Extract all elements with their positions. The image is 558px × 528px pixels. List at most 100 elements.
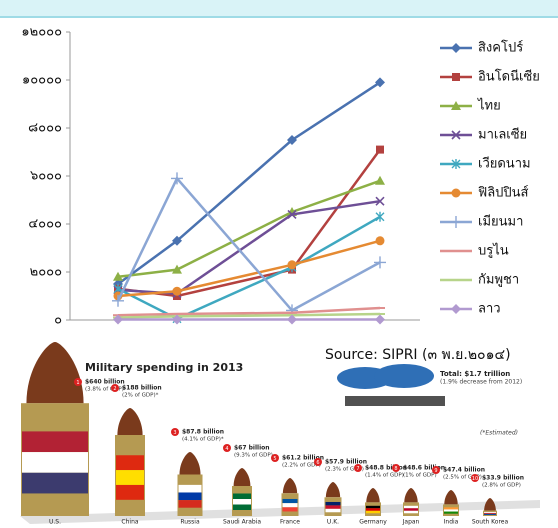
- legend-marker: [451, 101, 461, 110]
- series-line: [117, 179, 381, 279]
- flag: [366, 508, 380, 511]
- y-tick-label: ๒๐๐๐: [30, 265, 62, 280]
- rank: 8: [394, 466, 397, 472]
- marker: [113, 314, 123, 325]
- bullet-tip: [179, 452, 201, 475]
- rank: 5: [273, 456, 276, 462]
- info-note: (*Estimated): [480, 430, 518, 437]
- series: [113, 236, 385, 301]
- legend-marker: [451, 159, 461, 169]
- flag: [484, 513, 496, 515]
- flag: [282, 498, 298, 504]
- country: Russia: [180, 519, 200, 526]
- flag: [233, 504, 251, 510]
- marker: [375, 211, 385, 222]
- bullet-tip: [325, 482, 341, 498]
- bullet: U.K. 6 $57.9 billion(2.3% of GDP): [314, 458, 367, 526]
- flag: [366, 505, 380, 509]
- bullet: Russia 3 $87.8 billion(4.1% of GDP)*: [171, 428, 224, 526]
- legend-marker: [452, 73, 460, 81]
- legend-label: เวียดนาม: [478, 156, 531, 172]
- rank-badge: [74, 378, 82, 386]
- info-total: Total: $1.7 trillion: [440, 370, 510, 378]
- bullet-tip: [366, 488, 380, 503]
- bullet-tip: [282, 478, 298, 494]
- flag: [444, 511, 458, 514]
- country: France: [280, 519, 300, 526]
- country: India: [444, 519, 459, 526]
- gdp: (2.5% of GDP): [443, 475, 482, 481]
- rank: 1: [76, 380, 79, 386]
- marker: [173, 292, 181, 300]
- legend-marker: [451, 188, 461, 198]
- bullet: India 9 $47.4 billion(2.5% of GDP): [432, 466, 485, 526]
- legend-marker: [451, 304, 461, 314]
- rank-badge: [111, 384, 119, 392]
- amount: $61.2 billion: [282, 455, 324, 462]
- flag: [116, 455, 144, 471]
- y-tick-label: ๑๐๐๐๐: [22, 73, 62, 88]
- marker: [375, 196, 385, 206]
- rank: 2: [113, 386, 116, 392]
- amount: $48.8 billion: [365, 465, 407, 472]
- legend-label: สิงคโปร์: [478, 40, 523, 56]
- country: U.K.: [327, 519, 339, 526]
- flag: [404, 510, 418, 514]
- gdp: (2% of GDP)*: [122, 393, 159, 399]
- gdp: (1% of GDP): [403, 473, 437, 479]
- bullet-tip: [26, 342, 84, 404]
- flag: [366, 510, 380, 514]
- series-line: [117, 81, 381, 286]
- rank-badge: [171, 428, 179, 436]
- bullet-tip: [404, 488, 418, 503]
- country: Japan: [402, 519, 420, 526]
- series-line: [117, 199, 381, 295]
- bullet-tip: [444, 490, 458, 505]
- gdp: (2.8% of GDP): [482, 483, 521, 489]
- y-tick-label: ๘๐๐๐: [28, 121, 62, 136]
- legend-label: กัมพูชา: [478, 273, 519, 288]
- series-line: [117, 239, 381, 298]
- flag: [22, 472, 88, 494]
- country: China: [121, 519, 138, 526]
- bullet-tip: [233, 468, 251, 486]
- amount: $57.9 billion: [325, 459, 367, 466]
- amount: $87.8 billion: [182, 429, 224, 436]
- flag: [233, 493, 251, 499]
- flag: [22, 431, 88, 453]
- flag: [404, 505, 418, 509]
- rank: 7: [356, 466, 359, 472]
- gdp: (2.2% of GDP): [282, 463, 321, 469]
- bullet: South Korea 10 $33.9 billion(2.8% of GDP): [471, 474, 524, 526]
- legend-label: ลาว: [478, 302, 501, 317]
- marker: [287, 260, 297, 270]
- flag: [178, 484, 202, 493]
- flag: [325, 508, 341, 513]
- rank: 6: [316, 460, 319, 466]
- series-line: [117, 215, 381, 321]
- flag: [178, 500, 202, 508]
- series-line: [117, 306, 381, 317]
- marker: [172, 286, 182, 296]
- marker: [376, 145, 384, 154]
- series: [113, 175, 385, 281]
- bullet: France 5 $61.2 billion(2.2% of GDP): [271, 454, 324, 526]
- marker: [172, 235, 182, 246]
- marker: [375, 77, 385, 88]
- gdp: (2.3% of GDP): [325, 467, 364, 473]
- bullet: Germany 7 $48.8 billion(1.4% of GDP): [354, 464, 407, 526]
- legend-label: บรูไน: [478, 243, 509, 259]
- flag: [325, 505, 341, 509]
- amount: $640 billion: [85, 379, 125, 386]
- amount: $188 billion: [122, 385, 162, 392]
- bullet: U.S. 1 $640 billion(3.8% of GDP): [21, 342, 125, 526]
- legend-marker: [450, 216, 462, 228]
- amount: $33.9 billion: [482, 475, 524, 482]
- marker: [112, 294, 124, 307]
- flag: [233, 499, 251, 505]
- country: Saudi Arabia: [223, 519, 261, 526]
- rank: 4: [225, 446, 228, 452]
- country: Germany: [359, 519, 387, 526]
- header-rule: [0, 16, 558, 18]
- country: South Korea: [472, 519, 509, 526]
